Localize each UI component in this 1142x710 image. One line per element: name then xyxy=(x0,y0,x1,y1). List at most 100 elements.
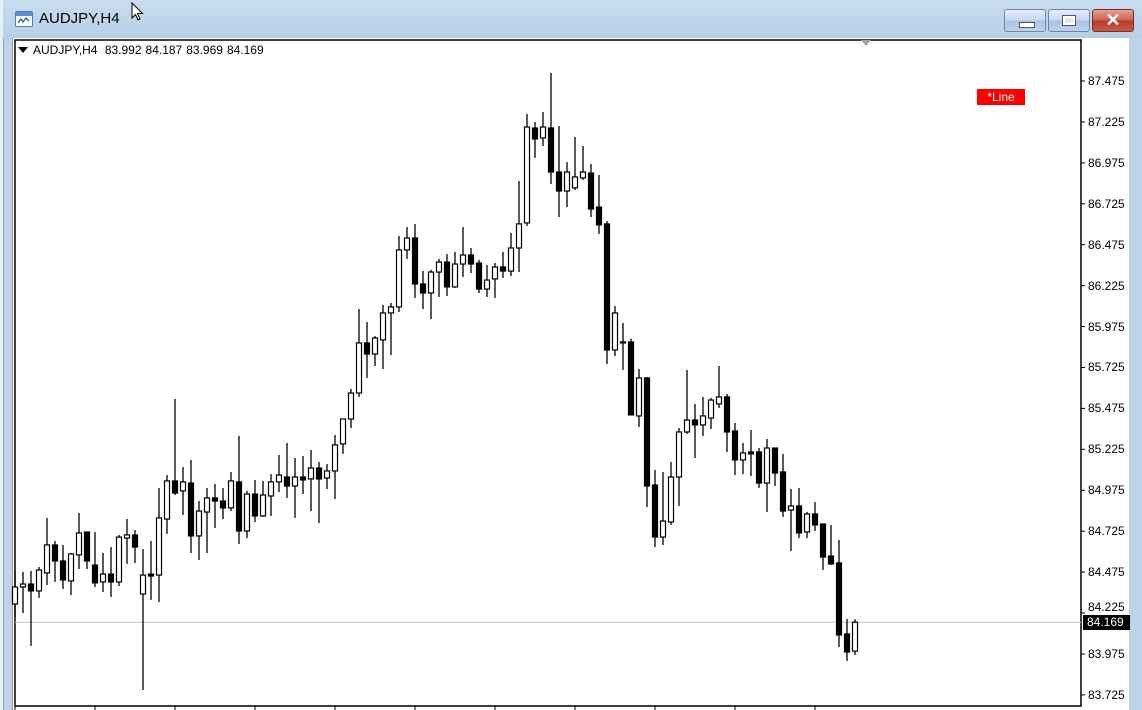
candle-body xyxy=(643,377,651,487)
candle-body xyxy=(235,481,243,532)
candle-body xyxy=(35,569,43,592)
candle-bullish xyxy=(611,305,619,357)
candle-bearish xyxy=(643,376,651,507)
candle-body xyxy=(315,467,323,480)
candle-body xyxy=(83,531,91,562)
candle-bullish xyxy=(347,388,355,429)
candle-body xyxy=(611,312,619,351)
candle-body xyxy=(395,249,403,308)
candle-bullish xyxy=(11,570,19,617)
candle-bullish xyxy=(435,258,443,297)
candle-bullish xyxy=(459,227,467,277)
candle-bearish xyxy=(827,524,835,566)
candle-body xyxy=(651,484,659,538)
candle-bearish xyxy=(187,459,195,553)
close-button[interactable]: ✕ xyxy=(1092,9,1134,32)
candle-body xyxy=(523,126,531,224)
candle-bearish xyxy=(51,540,59,582)
price-axis-label: 85.475 xyxy=(1088,401,1125,416)
close-icon: ✕ xyxy=(1105,10,1121,30)
candle-bearish xyxy=(219,487,227,520)
candle-body xyxy=(275,474,283,483)
candle-bearish xyxy=(691,403,699,459)
candle-bullish xyxy=(75,513,83,569)
candle-body xyxy=(811,513,819,526)
maximize-icon xyxy=(1062,15,1076,26)
candle-bearish xyxy=(587,163,595,218)
candle-body xyxy=(323,470,331,479)
x-axis-ticks xyxy=(14,706,816,710)
candle-bearish xyxy=(723,393,731,452)
candle-bullish xyxy=(203,487,211,553)
price-axis-label: 86.225 xyxy=(1088,278,1125,293)
candle-body xyxy=(491,266,499,280)
candle-body xyxy=(435,261,443,273)
line-object-label[interactable]: *Line xyxy=(977,89,1025,105)
candle-body xyxy=(211,497,219,502)
candle-bearish xyxy=(283,442,291,498)
candle-bearish xyxy=(731,422,739,476)
chart-canvas[interactable] xyxy=(12,38,1129,710)
header-high: 84.187 xyxy=(145,43,183,57)
candle-bullish xyxy=(115,534,123,587)
candle-body xyxy=(163,480,171,520)
candle-bullish xyxy=(675,428,683,506)
candle-body xyxy=(451,263,459,288)
candle-body xyxy=(555,171,563,192)
candle-bearish xyxy=(595,174,603,234)
candle-bullish xyxy=(787,488,795,551)
candle-bullish xyxy=(307,449,315,512)
candle-body xyxy=(427,271,435,294)
candle-bullish xyxy=(243,490,251,539)
candle-body xyxy=(779,471,787,512)
candle-bearish xyxy=(531,121,539,158)
candle-bearish xyxy=(419,270,427,310)
header-close: 84.169 xyxy=(226,43,264,57)
minimize-button[interactable] xyxy=(1004,9,1046,32)
candle-bullish xyxy=(163,475,171,534)
window-title-bar[interactable]: AUDJPY,H4 ✕ xyxy=(3,0,1142,38)
candle-body xyxy=(195,510,203,537)
candle-bearish xyxy=(59,544,67,589)
candle-bearish xyxy=(747,430,755,477)
candle-bullish xyxy=(699,396,707,436)
candle-bearish xyxy=(91,531,99,587)
maximize-button[interactable] xyxy=(1048,9,1090,32)
candle-body xyxy=(379,312,387,341)
candle-bullish xyxy=(323,464,331,489)
candle-body xyxy=(587,172,595,210)
candle-body xyxy=(539,126,547,139)
candle-body xyxy=(691,419,699,426)
candle-body xyxy=(843,633,851,653)
candle-body xyxy=(43,544,51,574)
candle-body xyxy=(283,476,291,487)
candle-bullish xyxy=(403,227,411,259)
candle-bearish xyxy=(443,254,451,296)
candle-bearish xyxy=(171,398,179,495)
candle-bullish xyxy=(715,366,723,408)
chart-shift-marker-icon[interactable] xyxy=(861,40,871,46)
candle-bearish xyxy=(299,456,307,495)
header-symbol: AUDJPY,H4 xyxy=(33,43,98,57)
candle-body xyxy=(675,431,683,478)
candle-body xyxy=(123,534,131,539)
candle-body xyxy=(819,523,827,558)
candle-bearish xyxy=(795,487,803,539)
candle-body xyxy=(91,564,99,584)
candle-body xyxy=(307,467,315,480)
candle-bullish xyxy=(483,264,491,297)
candle-bullish xyxy=(291,458,299,518)
price-axis-label: 84.475 xyxy=(1088,565,1125,580)
candle-body xyxy=(131,534,139,548)
candle-body xyxy=(515,223,523,249)
candle-bullish xyxy=(739,442,747,475)
candle-body xyxy=(579,171,587,179)
candle-body xyxy=(755,451,763,484)
candle-bullish xyxy=(123,519,131,564)
candle-body xyxy=(635,377,643,417)
candle-body xyxy=(171,480,179,494)
candle-body xyxy=(299,476,307,481)
collapse-triangle-icon[interactable] xyxy=(18,47,28,53)
candle-bearish xyxy=(603,220,611,365)
